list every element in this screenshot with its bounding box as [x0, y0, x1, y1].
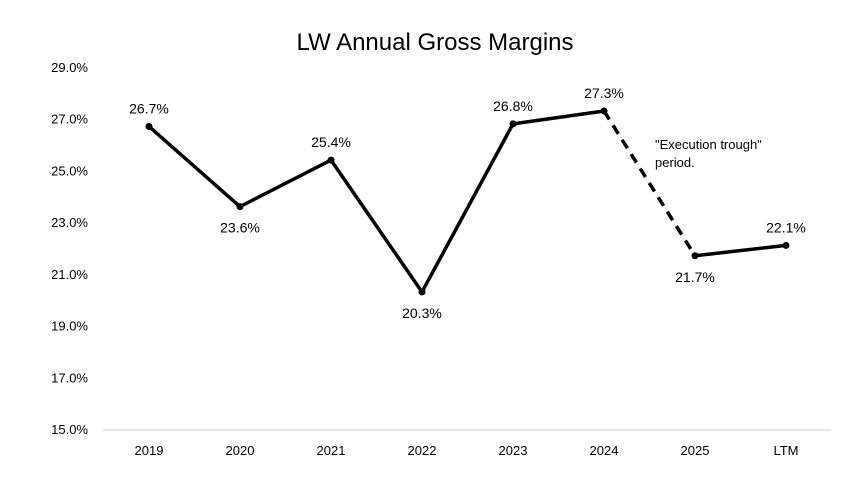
- data-label: 23.6%: [220, 220, 260, 236]
- series-segment: [329, 158, 424, 294]
- data-point: [236, 203, 244, 211]
- data-label: 20.3%: [402, 305, 442, 321]
- data-point: [782, 241, 790, 249]
- data-point: [691, 252, 699, 260]
- x-tick-label: LTM: [773, 443, 798, 458]
- x-tick-label: 2021: [317, 443, 346, 458]
- chart-title: LW Annual Gross Margins: [297, 29, 574, 56]
- data-point: [509, 120, 517, 128]
- data-label: 25.4%: [311, 134, 351, 150]
- data-point: [418, 288, 426, 296]
- y-tick-label: 27.0%: [51, 112, 88, 127]
- data-point: [600, 107, 608, 115]
- data-label: 26.8%: [493, 98, 533, 114]
- x-tick-label: 2022: [408, 443, 437, 458]
- series-segment: [238, 158, 333, 209]
- annotations: "Execution trough" period.: [655, 137, 762, 170]
- data-label: 22.1%: [766, 219, 806, 235]
- y-tick-label: 19.0%: [51, 319, 88, 334]
- series-segment: [147, 124, 242, 209]
- data-point: [145, 122, 153, 130]
- annotation-line: period.: [655, 155, 695, 170]
- data-labels: 26.7% 23.6% 25.4% 20.3% 26.8% 27.3% 21.7% 22.1%: [129, 85, 806, 321]
- series-segment: [693, 243, 788, 258]
- y-tick-label: 21.0%: [51, 267, 88, 282]
- series-points: [145, 107, 790, 296]
- series-segment: [511, 109, 606, 126]
- y-tick-label: 25.0%: [51, 163, 88, 178]
- series-lines: [147, 109, 788, 294]
- x-tick-label: 2020: [226, 443, 255, 458]
- annotation-line: "Execution trough": [655, 137, 762, 152]
- data-label: 27.3%: [584, 85, 624, 101]
- y-tick-label: 23.0%: [51, 215, 88, 230]
- y-axis: 15.0% 17.0% 19.0% 21.0% 23.0% 25.0% 27.0% 29.0%: [51, 60, 88, 437]
- data-label: 26.7%: [129, 100, 169, 116]
- y-tick-label: 17.0%: [51, 370, 88, 385]
- y-tick-label: 29.0%: [51, 60, 88, 75]
- x-tick-label: 2024: [590, 443, 619, 458]
- data-label: 21.7%: [675, 269, 715, 285]
- data-point: [327, 156, 335, 164]
- x-axis: 2019 2020 2021 2022 2023 2024 2025 LTM: [103, 429, 831, 458]
- annotation-text: "Execution trough" period.: [655, 137, 762, 170]
- series-segment-dashed: [602, 110, 697, 257]
- x-tick-label: 2025: [681, 443, 710, 458]
- x-tick-label: 2023: [499, 443, 528, 458]
- y-tick-label: 15.0%: [51, 422, 88, 437]
- series-segment: [420, 122, 515, 294]
- x-tick-label: 2019: [135, 443, 164, 458]
